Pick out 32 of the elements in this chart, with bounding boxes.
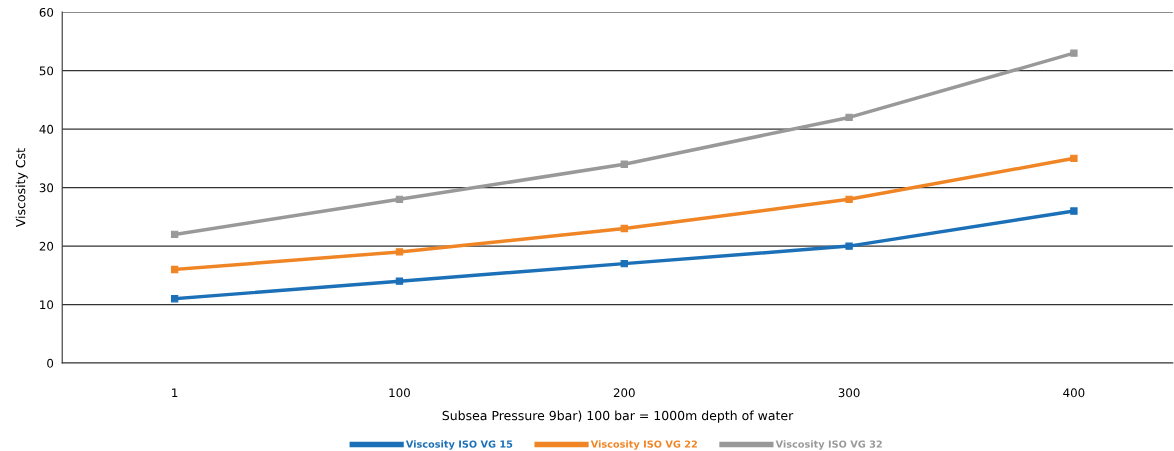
y-tick-label: 20 — [39, 241, 54, 251]
y-axis-title: Viscosity Cst — [15, 148, 28, 228]
y-tick-label: 50 — [39, 66, 54, 76]
point — [1070, 207, 1078, 215]
text: Viscosity ISO VG 15 — [405, 440, 513, 450]
x-axis-title: Subsea Pressure 9bar) 100 bar = 1000m depth of water — [442, 410, 794, 423]
x-tick-label: 400 — [1063, 388, 1085, 398]
point — [170, 230, 179, 239]
point — [620, 259, 628, 268]
point — [170, 265, 179, 274]
y-tick-label: 0 — [47, 358, 54, 368]
y-tick-label: 10 — [40, 300, 54, 310]
x-tick-label: 100 — [389, 388, 410, 398]
y-tick-label: 60 — [39, 7, 54, 17]
y-tick-label: 30 — [39, 183, 54, 193]
point — [395, 277, 404, 285]
x-tick-label: 300 — [838, 388, 860, 398]
point — [845, 113, 853, 122]
point — [395, 248, 404, 256]
y-tick-label: 40 — [39, 124, 54, 134]
text: Viscosity ISO VG 32 — [775, 440, 882, 450]
point — [620, 160, 628, 168]
x-tick-label: 1 — [172, 388, 178, 398]
point — [620, 224, 628, 233]
point — [845, 242, 853, 250]
point — [845, 195, 853, 203]
point — [1070, 154, 1078, 163]
point — [395, 195, 404, 203]
text: Viscosity ISO VG 22 — [590, 440, 697, 450]
point — [1070, 49, 1078, 57]
x-tick-label: 200 — [613, 388, 635, 398]
point — [170, 295, 179, 303]
